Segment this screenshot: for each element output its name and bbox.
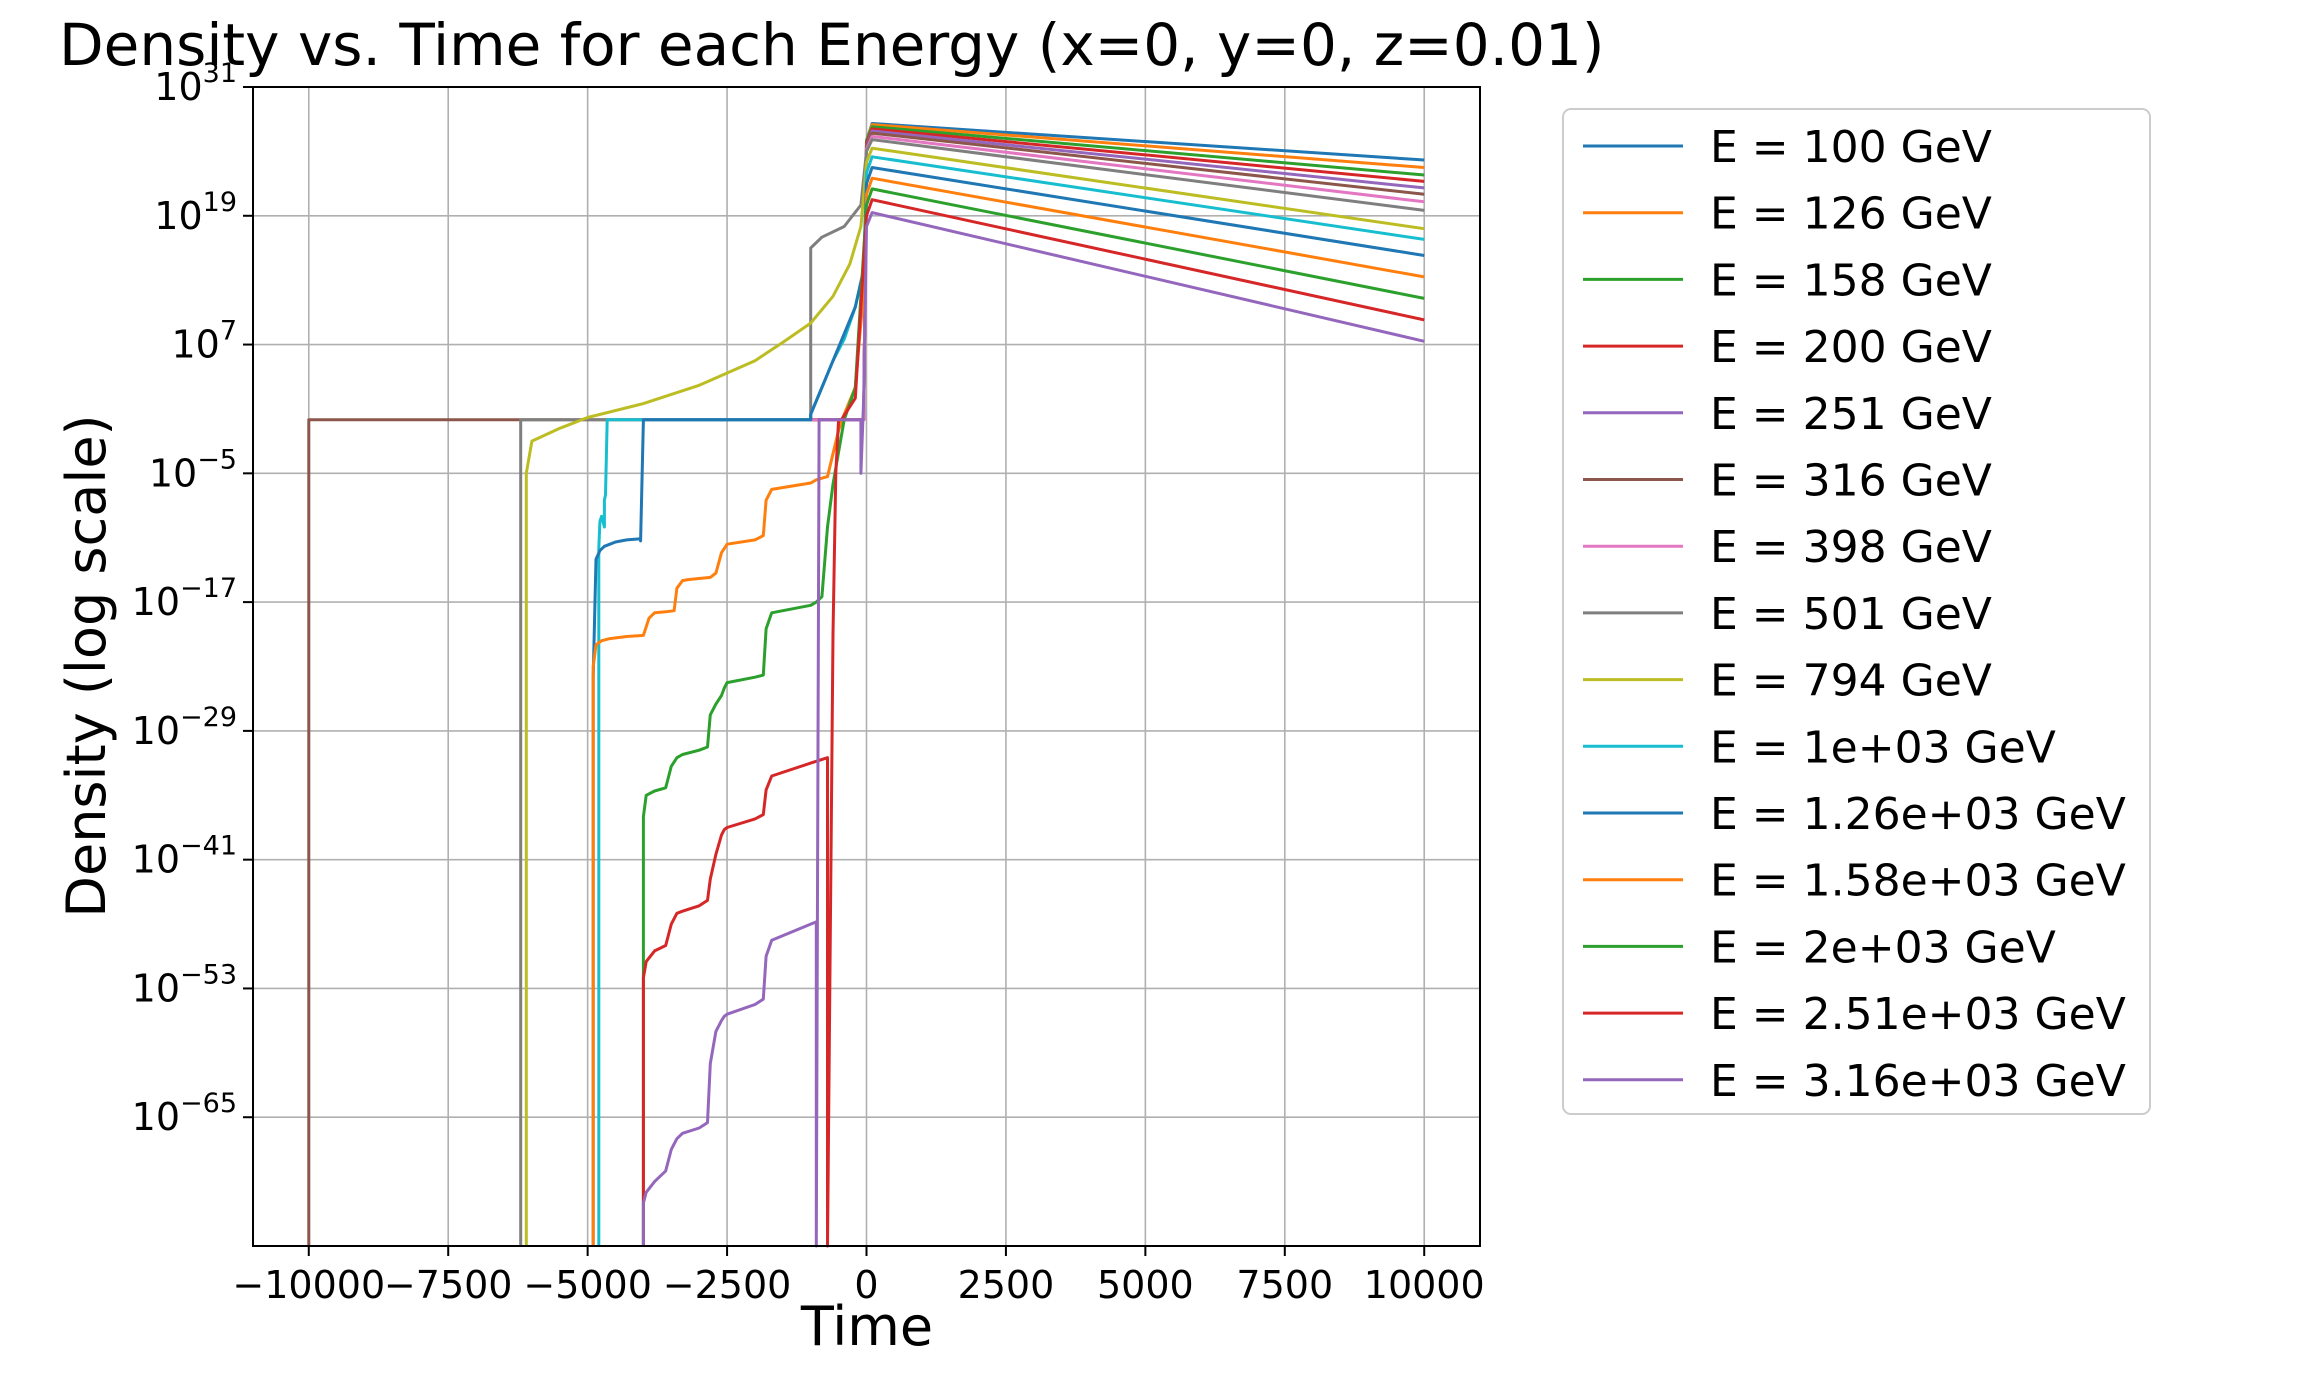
series-line-14	[641, 211, 1425, 1248]
x-axis-label: Time	[800, 1295, 933, 1358]
y-tick-label: 10−53	[132, 959, 237, 1010]
y-tick-base: 10	[149, 451, 197, 495]
series-line-8	[524, 146, 1425, 1246]
y-tick-exponent: −65	[180, 1088, 237, 1119]
legend-label: E = 2e+03 GeV	[1710, 922, 2056, 973]
legend-label: E = 126 GeV	[1710, 189, 1992, 240]
legend-label: E = 251 GeV	[1710, 389, 1992, 440]
x-tick-label: −5000	[523, 1263, 652, 1307]
y-tick-label: 10−41	[132, 831, 237, 882]
legend-label: E = 1.58e+03 GeV	[1710, 856, 2126, 907]
y-tick-exponent: 19	[203, 187, 237, 218]
x-tick-label: 2500	[958, 1263, 1055, 1307]
legend-label: E = 100 GeV	[1710, 122, 1992, 173]
y-tick-exponent: −17	[180, 573, 237, 604]
legend-label: E = 3.16e+03 GeV	[1710, 1056, 2126, 1107]
chart-title: Density vs. Time for each Energy (x=0, y…	[59, 11, 1605, 79]
y-tick-base: 10	[132, 966, 180, 1010]
plot-area	[252, 86, 1481, 1248]
y-tick-base: 10	[171, 323, 219, 367]
y-tick-exponent: −41	[180, 831, 237, 862]
y-tick-base: 10	[132, 580, 180, 624]
x-tick-label: −7500	[384, 1263, 513, 1307]
legend-label: E = 2.51e+03 GeV	[1710, 989, 2126, 1040]
legend-label: E = 200 GeV	[1710, 322, 1992, 373]
y-tick-exponent: −53	[180, 959, 237, 990]
series-line-12	[641, 187, 1425, 1246]
legend-label: E = 1e+03 GeV	[1710, 722, 2056, 773]
y-tick-base: 10	[132, 838, 180, 882]
legend-label: E = 794 GeV	[1710, 656, 1992, 707]
legend-label: E = 501 GeV	[1710, 589, 1992, 640]
y-tick-base: 10	[132, 709, 180, 753]
x-tick-label: 5000	[1097, 1263, 1194, 1307]
y-tick-label: 10−17	[132, 573, 237, 624]
y-tick-exponent: 31	[203, 58, 237, 89]
legend-label: E = 398 GeV	[1710, 522, 1992, 573]
legend: E = 100 GeV E = 126 GeV E = 158 GeV E = 200…	[1562, 108, 2151, 1115]
legend-frame	[1562, 108, 2151, 1115]
x-tick-label: 7500	[1236, 1263, 1333, 1307]
x-axis-ticks: −10000−7500 −5000 −2500 0 2500 5000 7500 10000	[232, 1246, 1485, 1307]
x-tick-label: 10000	[1364, 1263, 1485, 1307]
y-tick-base: 10	[154, 65, 202, 109]
y-tick-label: 10−5	[149, 444, 237, 495]
y-tick-base: 10	[132, 1095, 180, 1139]
y-tick-label: 1019	[154, 187, 237, 238]
y-tick-label: 10−65	[132, 1088, 237, 1139]
series-line-7	[519, 138, 1425, 1246]
y-tick-label: 10−29	[132, 702, 237, 753]
y-tick-exponent: −5	[197, 444, 237, 475]
y-axis-label: Density (log scale)	[55, 414, 118, 917]
legend-label: E = 1.26e+03 GeV	[1710, 789, 2126, 840]
y-tick-exponent: 7	[220, 316, 237, 347]
x-tick-label: −2500	[663, 1263, 792, 1307]
y-tick-exponent: −29	[180, 702, 237, 733]
legend-label: E = 316 GeV	[1710, 456, 1992, 507]
y-tick-base: 10	[154, 194, 202, 238]
x-tick-label: 0	[854, 1263, 878, 1307]
series-lines	[307, 122, 1425, 1248]
legend-label: E = 158 GeV	[1710, 255, 1992, 306]
y-tick-label: 1031	[154, 58, 237, 109]
y-tick-label: 107	[171, 316, 237, 367]
x-tick-label: −10000	[232, 1263, 385, 1307]
